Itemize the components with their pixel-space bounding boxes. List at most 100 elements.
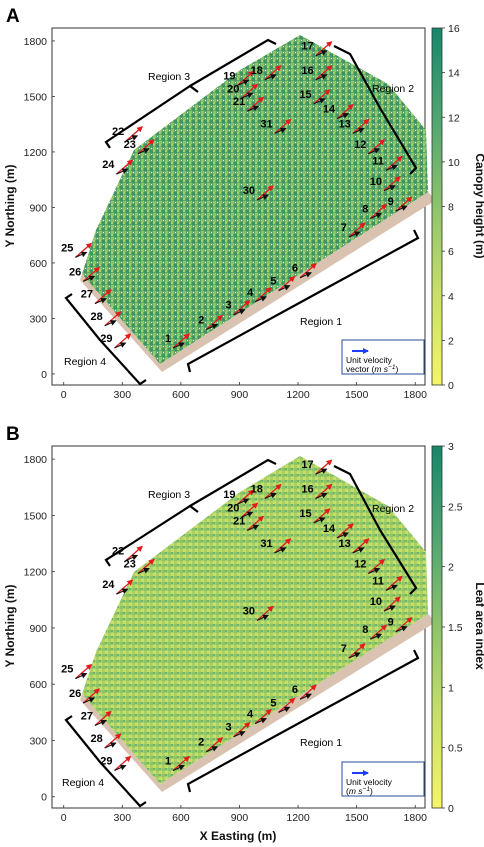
station-26-label: 26 [69, 688, 81, 700]
station-15-label: 15 [299, 508, 311, 520]
x-tick-label: 300 [114, 389, 132, 401]
panel-a-region-2-brace: Region 2 [333, 45, 418, 175]
station-8-wind-vector [369, 203, 388, 220]
station-27-flow-vector [94, 297, 107, 305]
station-30-flow-vector [256, 614, 269, 621]
station-31-flow-vector [274, 127, 287, 134]
station-21-label: 21 [233, 96, 245, 108]
station-20-flow-vector [241, 511, 254, 518]
station-26-flow-vector [83, 275, 96, 282]
station-11-flow-vector [385, 584, 398, 591]
y-tick-label: 600 [29, 258, 47, 270]
region-1-label: Region 1 [300, 737, 342, 749]
station-28-flow-vector [104, 742, 117, 749]
station-8-wind-vector [369, 624, 388, 640]
station-3-wind-vector [233, 300, 251, 316]
station-3-label: 3 [225, 300, 231, 312]
colorbar-tick-label: 3 [448, 441, 454, 453]
station-12-flow-vector [368, 567, 381, 575]
station-17-flow-vector [315, 50, 328, 57]
station-10-wind-vector [383, 596, 401, 612]
station-21-flow-vector [247, 524, 260, 531]
panel-b-label: B [6, 424, 20, 445]
station-28-label: 28 [90, 311, 102, 323]
station-19-label: 19 [223, 489, 235, 501]
station-14-label: 14 [323, 523, 336, 535]
station-4-label: 4 [247, 709, 254, 721]
station-1-flow-vector [172, 342, 185, 349]
station-5-flow-vector [278, 285, 291, 292]
colorbar-tick-label: 8 [448, 202, 454, 214]
station-22-flow-vector [125, 554, 139, 561]
y-tick-label: 0 [41, 369, 47, 381]
station-19-flow-vector [237, 498, 250, 505]
y-tick-label: 300 [29, 735, 47, 747]
y-tick-label: 1200 [24, 147, 48, 159]
x-tick-label: 1200 [286, 389, 310, 401]
station-11-flow-vector [385, 164, 398, 171]
station-17-wind-vector [315, 41, 333, 57]
station-7-flow-vector [348, 652, 361, 659]
station-7-label: 7 [341, 643, 347, 655]
panel-a-colorbar [431, 27, 443, 386]
station-27-label: 27 [81, 710, 93, 722]
station-5-wind-vector [278, 697, 296, 713]
station-29-label: 29 [100, 755, 112, 767]
station-25-wind-vector [75, 242, 93, 258]
panel-b-region-2-brace: Region 2 [333, 465, 418, 595]
station-15-flow-vector [313, 517, 326, 524]
station-22-label: 22 [112, 126, 124, 138]
station-14-label: 14 [323, 104, 336, 116]
y-tick-label: 900 [29, 202, 47, 214]
station-6-label: 6 [292, 263, 298, 275]
station-13-flow-vector [352, 547, 365, 554]
station-1-flow-vector [172, 764, 185, 771]
x-tick-label: 0 [61, 389, 67, 401]
x-tick-label: 1800 [404, 812, 428, 824]
station-4-flow-vector [254, 296, 268, 303]
station-24-flow-vector [116, 588, 129, 595]
station-1-label: 1 [165, 333, 171, 345]
station-27-label: 27 [81, 289, 93, 301]
station-14-wind-vector [336, 103, 354, 120]
region-3-label: Region 3 [148, 71, 190, 83]
station-21-label: 21 [233, 515, 245, 527]
station-25-label: 25 [61, 664, 73, 676]
panel-a-bare-edge [80, 192, 436, 372]
station-16-label: 16 [301, 65, 313, 77]
station-9-flow-vector [395, 205, 408, 212]
station-18-flow-vector [264, 74, 277, 81]
station-31-wind-vector [274, 118, 292, 134]
panel-a-ticks: 0 300 600 900 1200 1500 1800 0 300 600 900 1200 1500… [24, 36, 427, 401]
panel-b-legend-box: Unit velocity (m s−1) [341, 761, 425, 797]
station-24-label: 24 [102, 579, 115, 591]
station-19-wind-vector [237, 489, 255, 505]
station-18-wind-vector [264, 483, 282, 500]
panel-b-legend-line-1: Unit velocity [346, 777, 393, 787]
station-6-flow-vector [299, 272, 312, 279]
station-30-wind-vector [256, 185, 274, 201]
station-28-wind-vector [104, 311, 122, 327]
station-26-flow-vector [83, 697, 96, 704]
station-5-label: 5 [270, 276, 276, 288]
station-4-wind-vector [254, 708, 272, 725]
station-10-wind-vector [383, 176, 401, 192]
panel-a: A 0 300 600 900 1200 1500 18000300600900120015… [3, 6, 484, 401]
panel-b-station-labels: 1234567891011121314151617181920212223242… [61, 459, 394, 767]
station-7-wind-vector [348, 643, 366, 659]
region-4-label: Region 4 [64, 356, 106, 368]
station-16-wind-vector [315, 483, 333, 500]
station-18-flow-vector [264, 492, 277, 500]
station-23-label: 23 [124, 559, 136, 571]
station-15-wind-vector [313, 89, 331, 105]
station-1-wind-vector [172, 333, 190, 349]
colorbar-tick-label: 16 [448, 23, 460, 35]
panel-b-legend-line-2: (m s−1) [346, 786, 373, 796]
station-12-flow-vector [368, 148, 381, 155]
station-22-wind-vector [125, 545, 143, 561]
panel-a-label: A [6, 6, 20, 27]
station-29-flow-vector [114, 764, 127, 771]
y-tick-label: 900 [29, 623, 47, 635]
panel-b-colorbar-label: Leaf area index [473, 582, 484, 670]
panel-a-region-4-brace: Region 4 [64, 293, 147, 386]
